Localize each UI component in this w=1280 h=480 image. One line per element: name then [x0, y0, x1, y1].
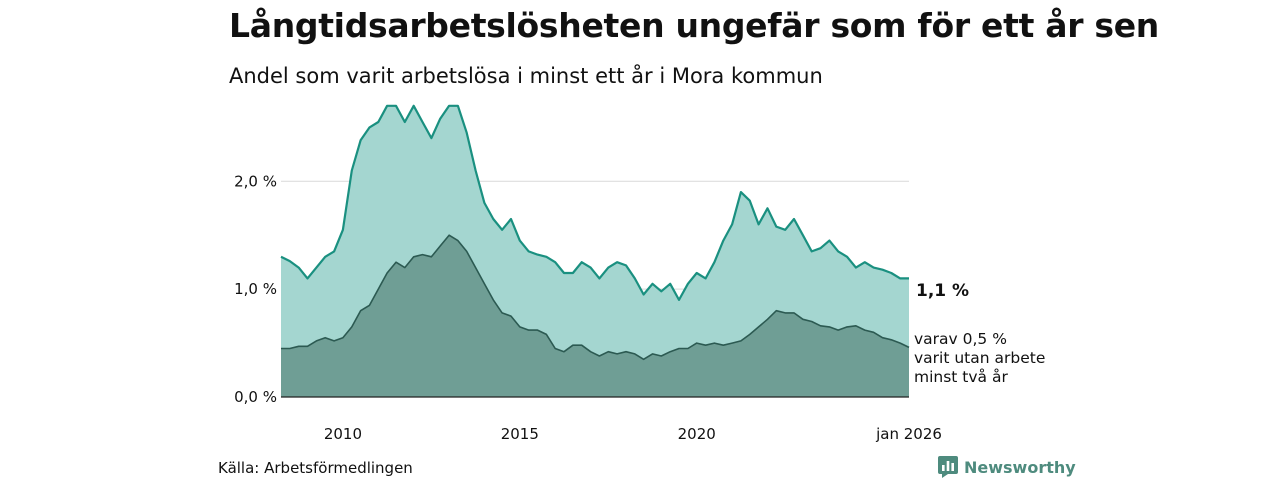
- y-tick-label: 0,0 %: [234, 388, 277, 406]
- x-tick-label: 2020: [678, 425, 716, 443]
- series-line-total: [280, 104, 909, 301]
- brand-name: Newsworthy: [964, 457, 1076, 477]
- two-years-end-label-line: varit utan arbete: [914, 349, 1045, 367]
- two-years-end-label-line: minst två år: [914, 368, 1008, 386]
- series-area-two-years: [281, 235, 909, 397]
- series-line-two-years: [281, 234, 910, 361]
- chart-title: Långtidsarbetslösheten ungefär som för e…: [229, 6, 1159, 45]
- axes: 0,0 % 1,0 % 2,0 % 2010 2015 2020 jan 2026: [234, 172, 942, 443]
- plot-areas: [280, 104, 910, 398]
- two-years-end-label-line: varav 0,5 %: [914, 330, 1007, 348]
- x-tick-label: jan 2026: [875, 425, 942, 443]
- x-tick-label: 2015: [501, 425, 539, 443]
- total-end-label: 1,1 %: [916, 281, 969, 301]
- brand-logo: Newsworthy: [938, 456, 1076, 478]
- y-tick-label: 1,0 %: [234, 280, 277, 298]
- newsworthy-logo-icon: [938, 456, 958, 478]
- source-note: Källa: Arbetsförmedlingen: [218, 459, 413, 477]
- x-tick-label: 2010: [324, 425, 362, 443]
- y-tick-label: 2,0 %: [234, 172, 277, 190]
- chart-subtitle: Andel som varit arbetslösa i minst ett å…: [229, 64, 823, 88]
